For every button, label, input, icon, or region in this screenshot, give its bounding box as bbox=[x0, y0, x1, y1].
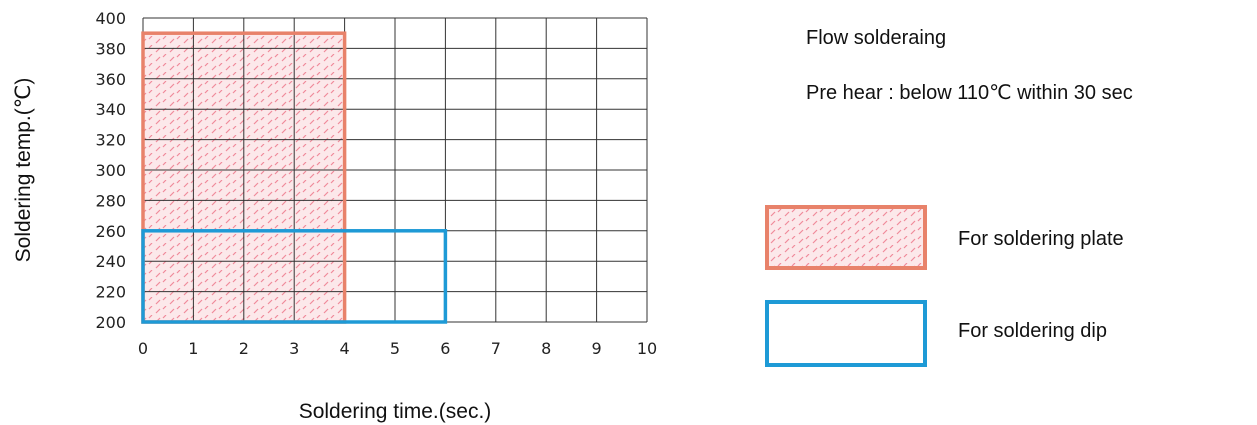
legend-swatch-dip bbox=[765, 300, 927, 367]
x-tick-label: 7 bbox=[491, 339, 501, 358]
y-tick-label: 360 bbox=[95, 70, 126, 89]
x-tick-label: 4 bbox=[340, 339, 350, 358]
legend-label-plate: For soldering plate bbox=[958, 228, 1124, 250]
y-tick-label: 220 bbox=[95, 283, 126, 302]
x-tick-label: 2 bbox=[239, 339, 249, 358]
x-tick-label: 0 bbox=[138, 339, 148, 358]
y-axis-title: Soldering temp.(℃) bbox=[12, 78, 35, 263]
flow-soldering-title: Flow solderaing bbox=[806, 27, 947, 49]
x-tick-label: 9 bbox=[592, 339, 602, 358]
dip-region-outline bbox=[141, 229, 448, 324]
chart: 200 220 240 260 280 300 320 340 360 380 400 0 1 2 3 4 5 6… bbox=[12, 9, 657, 423]
preheat-note: Pre hear : below 110℃ within 30 sec bbox=[806, 82, 1133, 104]
y-tick-label: 280 bbox=[95, 191, 126, 210]
x-tick-label: 8 bbox=[541, 339, 551, 358]
x-tick-label: 5 bbox=[390, 339, 400, 358]
legend-label-dip: For soldering dip bbox=[958, 320, 1107, 342]
y-tick-label: 400 bbox=[95, 9, 126, 28]
y-tick-label: 200 bbox=[95, 313, 126, 332]
x-tick-label: 3 bbox=[289, 339, 299, 358]
x-axis-title: Soldering time.(sec.) bbox=[299, 400, 492, 423]
x-tick-label: 1 bbox=[188, 339, 198, 358]
y-tick-label: 260 bbox=[95, 222, 126, 241]
y-tick-label: 380 bbox=[95, 39, 126, 58]
legend-swatch-plate bbox=[765, 205, 927, 270]
x-tick-label: 6 bbox=[440, 339, 450, 358]
y-tick-label: 240 bbox=[95, 252, 126, 271]
y-tick-label: 320 bbox=[95, 131, 126, 150]
x-tick-label: 10 bbox=[637, 339, 657, 358]
y-tick-label: 300 bbox=[95, 161, 126, 180]
y-tick-label: 340 bbox=[95, 100, 126, 119]
